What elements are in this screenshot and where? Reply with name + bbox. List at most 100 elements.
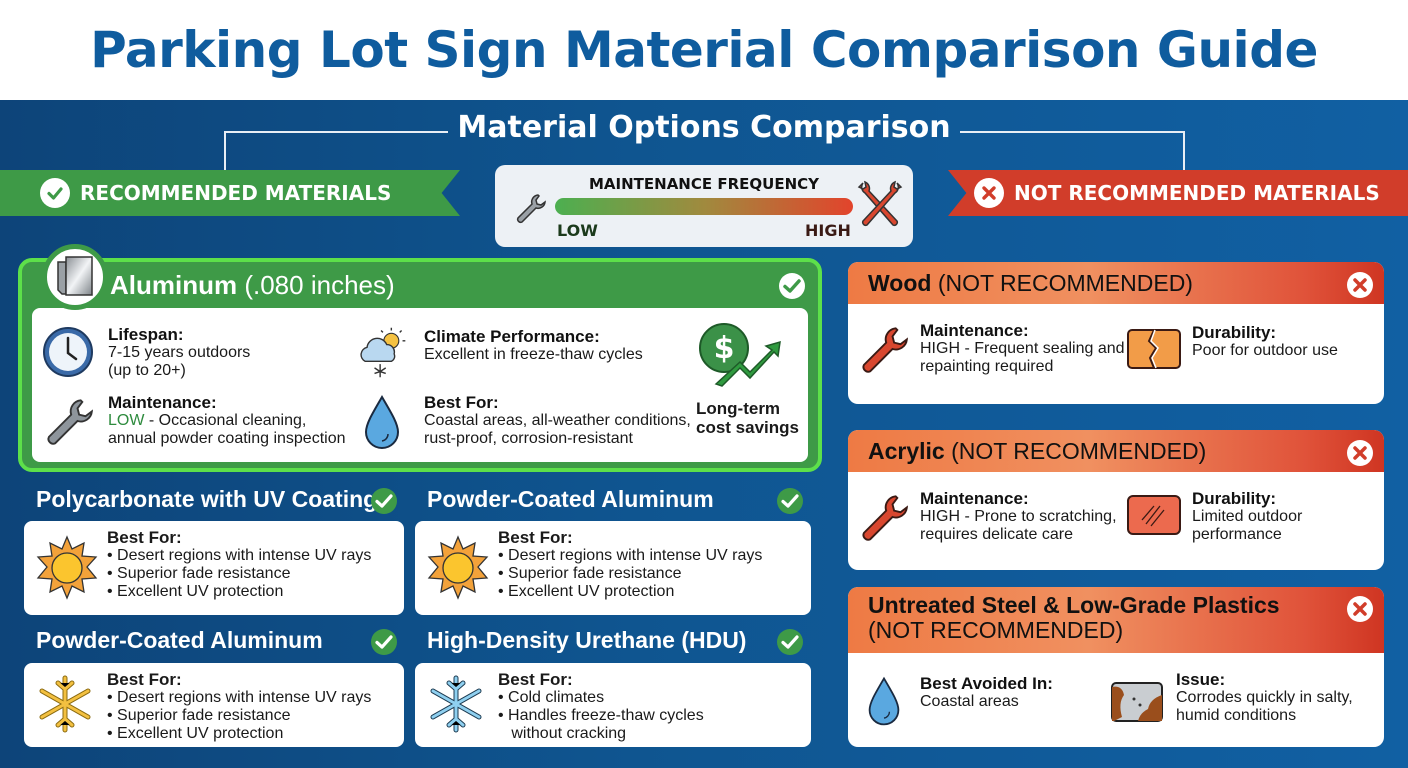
- card-header: Untreated Steel & Low-Grade Plastics (NO…: [848, 587, 1384, 653]
- svg-text:$: $: [714, 331, 735, 366]
- feature-durability: Durability: Poor for outdoor use: [1126, 324, 1338, 375]
- feature-best-for: Best For: Coastal areas, all-weather con…: [354, 394, 691, 450]
- weather-cloud-sun-snow-icon: [354, 322, 410, 382]
- material-card-hdu: Best For: • Cold climates • Handles free…: [415, 663, 811, 747]
- clock-icon: [40, 326, 96, 378]
- lifespan-label: Lifespan:: [108, 325, 184, 344]
- not-recommended-tag: (NOT RECOMMENDED): [937, 270, 1193, 296]
- wrench-icon: [513, 191, 547, 230]
- material-name: Wood: [868, 270, 932, 296]
- x-circle-icon: [1346, 270, 1374, 312]
- recommended-label: RECOMMENDED MATERIALS: [80, 181, 392, 205]
- best-for-label: Best For:: [107, 670, 182, 689]
- aluminum-featured-card: Aluminum (.080 inches) Lifespan: 7-15 ye…: [18, 244, 822, 472]
- snowflake-icon: [34, 673, 96, 740]
- not-recommended-card-untreated-steel: Untreated Steel & Low-Grade Plastics (NO…: [848, 587, 1384, 747]
- x-circle-icon: [974, 178, 1004, 208]
- bullet-item: • Superior fade resistance: [498, 565, 682, 582]
- check-circle-icon: [370, 487, 398, 520]
- maintenance-gradient-bar: [555, 198, 853, 215]
- recommended-ribbon: RECOMMENDED MATERIALS: [0, 170, 460, 216]
- section-subtitle: Material Options Comparison: [457, 110, 951, 145]
- lifespan-value-line1: 7-15 years outdoors: [108, 344, 251, 361]
- water-drop-icon: [354, 394, 410, 450]
- not-recommended-label: NOT RECOMMENDED MATERIALS: [1014, 181, 1380, 205]
- best-for-label: Best For:: [498, 670, 573, 689]
- maintenance-low-label: LOW: [557, 221, 598, 240]
- best-for-label: Best For:: [498, 528, 573, 547]
- connector-line-left: [224, 131, 448, 171]
- maintenance-level: LOW: [108, 412, 145, 429]
- check-circle-icon: [370, 628, 398, 661]
- water-drop-icon: [866, 675, 902, 732]
- bullet-item: • Desert regions with intense UV rays: [107, 689, 372, 706]
- bullet-item: • Excellent UV protection: [498, 583, 675, 600]
- check-circle-icon: [778, 272, 806, 305]
- feature-best-avoided-in: Best Avoided In: Coastal areas: [866, 675, 1053, 732]
- snowflake-icon: [425, 673, 487, 740]
- bullet-item: • Desert regions with intense UV rays: [498, 547, 763, 564]
- lifespan-value-line2: (up to 20+): [108, 362, 186, 379]
- best-for-line1: Coastal areas, all-weather conditions,: [424, 412, 691, 429]
- x-circle-icon: [1346, 438, 1374, 480]
- material-card-powder-coated-aluminum-2: Best For: • Desert regions with intense …: [24, 663, 404, 747]
- maintenance-high-label: HIGH: [805, 221, 851, 240]
- bullet-item: • Cold climates: [498, 689, 605, 706]
- wrench-icon: [40, 394, 96, 448]
- climate-value: Excellent in freeze-thaw cycles: [424, 346, 643, 363]
- card-header: Acrylic (NOT RECOMMENDED): [848, 430, 1384, 472]
- not-recommended-card-wood: Wood (NOT RECOMMENDED) Maintenance: HIGH…: [848, 262, 1384, 404]
- aluminum-spec: (.080 inches): [244, 270, 395, 300]
- bullet-item: without cracking: [498, 725, 627, 742]
- sun-icon: [34, 535, 100, 606]
- not-recommended-tag: (NOT RECOMMENDED): [868, 617, 1124, 643]
- feature-durability: Durability: Limited outdoor performance: [1126, 490, 1302, 544]
- feature-maintenance: Maintenance: HIGH - Prone to scratching,…: [856, 490, 1117, 549]
- sun-icon: [425, 535, 491, 606]
- feature-lifespan: Lifespan: 7-15 years outdoors (up to 20+…: [40, 326, 250, 380]
- aluminum-name: Aluminum: [110, 270, 238, 300]
- bullet-item: • Handles freeze-thaw cycles: [498, 707, 704, 724]
- bullet-item: • Desert regions with intense UV rays: [107, 547, 372, 564]
- material-card-polycarbonate: Best For: • Desert regions with intense …: [24, 521, 404, 615]
- material-title-hdu: High-Density Urethane (HDU): [427, 627, 747, 653]
- bullet-item: • Superior fade resistance: [107, 565, 291, 582]
- scratched-acrylic-icon: [1126, 494, 1182, 541]
- maintenance-label: Maintenance:: [108, 393, 217, 412]
- card-header: Wood (NOT RECOMMENDED): [848, 262, 1384, 304]
- best-for-label: Best For:: [107, 528, 182, 547]
- page-title: Parking Lot Sign Material Comparison Gui…: [90, 21, 1318, 79]
- feature-maintenance: Maintenance: LOW - Occasional cleaning, …: [40, 394, 346, 448]
- material-title-powder-coated-aluminum-2: Powder-Coated Aluminum: [36, 627, 323, 653]
- material-title-polycarbonate: Polycarbonate with UV Coating: [36, 486, 378, 512]
- aluminum-card-title: Aluminum (.080 inches): [110, 270, 395, 301]
- check-circle-icon: [40, 178, 70, 208]
- x-circle-icon: [1346, 595, 1374, 628]
- aluminum-card-body: Lifespan: 7-15 years outdoors (up to 20+…: [32, 308, 808, 462]
- bullet-item: • Superior fade resistance: [107, 707, 291, 724]
- savings-line2: cost savings: [696, 418, 799, 437]
- not-recommended-tag: (NOT RECOMMENDED): [951, 438, 1207, 464]
- corroded-metal-icon: [1110, 681, 1164, 728]
- maintenance-frequency-title: MAINTENANCE FREQUENCY: [589, 175, 819, 193]
- title-bar: Parking Lot Sign Material Comparison Gui…: [0, 0, 1408, 100]
- savings-line1: Long-term: [696, 399, 781, 418]
- crossed-wrenches-icon: [855, 179, 905, 240]
- red-wrench-icon: [856, 490, 910, 549]
- material-card-powder-coated-aluminum: Best For: • Desert regions with intense …: [415, 521, 811, 615]
- best-for-label: Best For:: [424, 393, 499, 412]
- red-wrench-icon: [856, 322, 910, 381]
- feature-maintenance: Maintenance: HIGH - Frequent sealing and…: [856, 322, 1125, 381]
- check-circle-icon: [776, 487, 804, 520]
- bullet-item: • Excellent UV protection: [107, 583, 284, 600]
- maintenance-value-line2: annual powder coating inspection: [108, 430, 346, 447]
- aluminum-sheet-badge: [42, 244, 108, 310]
- maintenance-value-line1: - Occasional cleaning,: [144, 412, 307, 429]
- not-recommended-ribbon: NOT RECOMMENDED MATERIALS: [948, 170, 1408, 216]
- material-name: Acrylic: [868, 438, 945, 464]
- maintenance-frequency-scale: MAINTENANCE FREQUENCY LOW HIGH: [495, 165, 913, 247]
- feature-issue: Issue: Corrodes quickly in salty, humid …: [1110, 671, 1353, 728]
- connector-line-right: [960, 131, 1185, 171]
- not-recommended-card-acrylic: Acrylic (NOT RECOMMENDED) Maintenance: H…: [848, 430, 1384, 570]
- bullet-item: • Excellent UV protection: [107, 725, 284, 742]
